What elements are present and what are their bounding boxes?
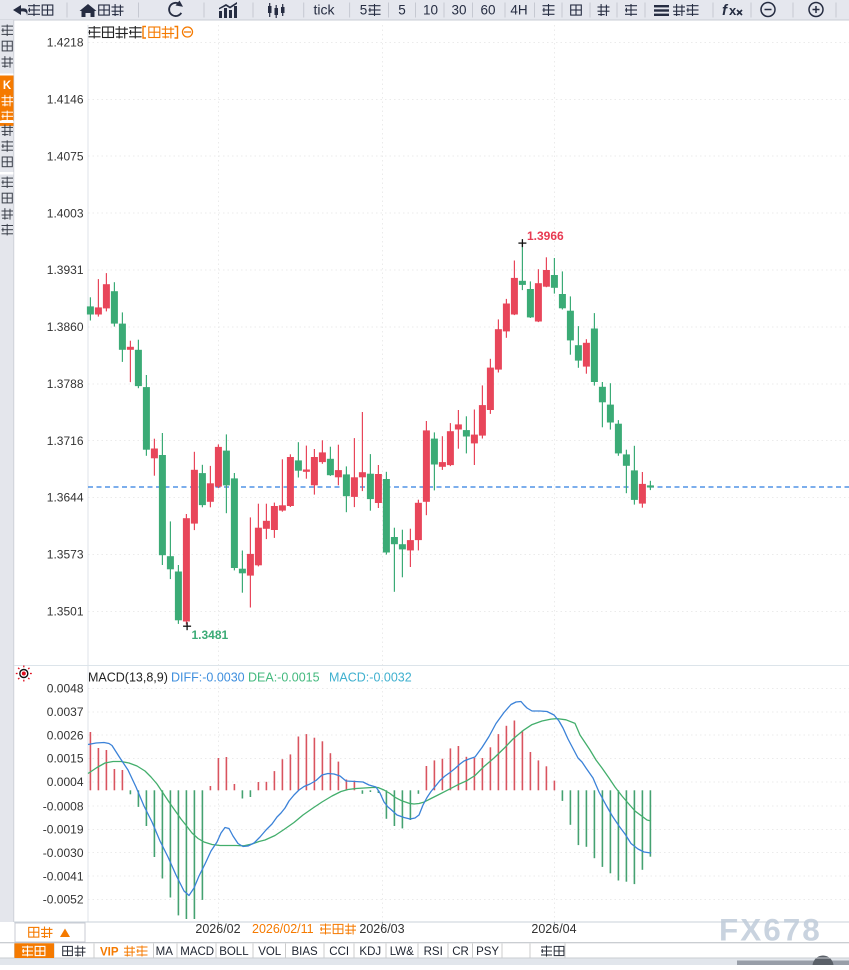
svg-text:MA: MA [156, 946, 174, 958]
svg-text:RSI: RSI [424, 946, 443, 958]
svg-text:BOLL: BOLL [219, 946, 249, 958]
svg-text:1.3481: 1.3481 [192, 628, 229, 642]
svg-text:1.4146: 1.4146 [47, 93, 84, 107]
svg-text:-0.0008: -0.0008 [43, 799, 84, 813]
svg-text:-0.0030: -0.0030 [43, 846, 84, 860]
svg-text:2026/02/11: 2026/02/11 [252, 922, 314, 936]
svg-text:CCI: CCI [329, 946, 349, 958]
svg-text:0.0026: 0.0026 [47, 728, 84, 742]
svg-text:KDJ: KDJ [359, 946, 381, 958]
svg-text:-0.0041: -0.0041 [43, 869, 84, 883]
svg-text:2026/04: 2026/04 [531, 922, 576, 936]
svg-text:2026/02: 2026/02 [195, 922, 240, 936]
svg-text:MACD: MACD [180, 946, 214, 958]
svg-text:1.3644: 1.3644 [47, 491, 84, 505]
svg-text:VOL: VOL [258, 946, 282, 958]
svg-text:x: x [729, 3, 737, 18]
svg-text:10: 10 [423, 3, 438, 18]
svg-text:1.3860: 1.3860 [47, 320, 84, 334]
svg-text:f: f [722, 2, 729, 19]
svg-text:-0.0052: -0.0052 [43, 893, 84, 907]
svg-text:1.3931: 1.3931 [47, 263, 84, 277]
svg-text:5: 5 [398, 3, 406, 18]
svg-text:1.3716: 1.3716 [47, 434, 84, 448]
svg-text:0.0015: 0.0015 [47, 752, 84, 766]
svg-text:VIP: VIP [100, 947, 119, 959]
svg-text:0.0037: 0.0037 [47, 705, 84, 719]
svg-text:K: K [3, 80, 12, 92]
svg-text:1.3788: 1.3788 [47, 377, 84, 391]
svg-text:1.4003: 1.4003 [47, 206, 84, 220]
svg-text:4H: 4H [510, 3, 527, 18]
svg-text:60: 60 [480, 3, 495, 18]
svg-text:DEA:-0.0015: DEA:-0.0015 [248, 671, 320, 685]
svg-text:0.0048: 0.0048 [47, 682, 84, 696]
svg-text:2026/03: 2026/03 [359, 922, 404, 936]
svg-text:1.3966: 1.3966 [527, 229, 564, 243]
svg-text:5: 5 [360, 3, 368, 18]
svg-text:1.4218: 1.4218 [47, 36, 84, 50]
svg-text:tick: tick [314, 2, 336, 18]
svg-text:CR: CR [452, 946, 469, 958]
svg-text:0.0004: 0.0004 [47, 775, 84, 789]
svg-text:1.3501: 1.3501 [47, 605, 84, 619]
svg-text:BIAS: BIAS [291, 946, 318, 958]
svg-text:1.4075: 1.4075 [47, 149, 84, 163]
svg-text:FX678: FX678 [719, 912, 822, 948]
svg-text:1.3573: 1.3573 [47, 548, 84, 562]
svg-text:MACD(13,8,9): MACD(13,8,9) [88, 671, 168, 685]
svg-text:DIFF:-0.0030: DIFF:-0.0030 [171, 671, 245, 685]
svg-text:LW&: LW& [390, 946, 414, 958]
svg-text:30: 30 [451, 3, 466, 18]
svg-text:PSY: PSY [476, 946, 499, 958]
svg-text:MACD:-0.0032: MACD:-0.0032 [329, 671, 412, 685]
svg-text:-0.0019: -0.0019 [43, 823, 84, 837]
